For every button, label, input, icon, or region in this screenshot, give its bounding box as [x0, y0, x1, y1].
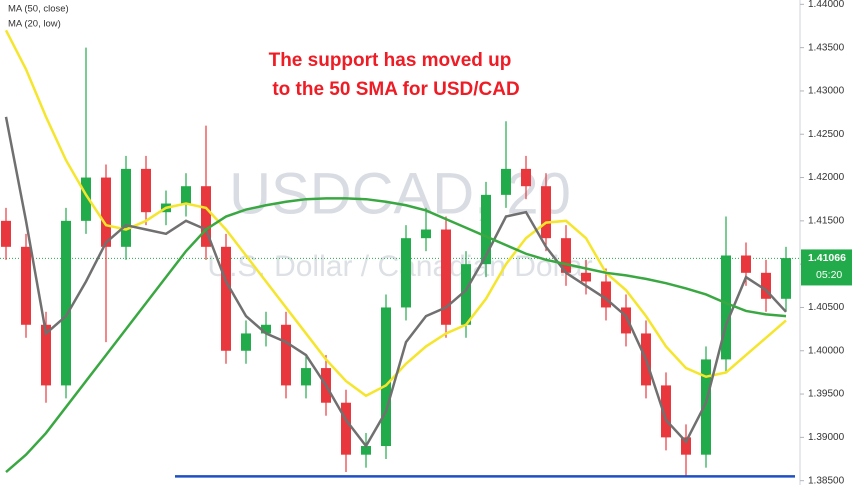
- candle-body: [401, 238, 411, 308]
- candle-body: [1, 220, 11, 247]
- legend-label: MA (50, close): [8, 4, 69, 15]
- candle-body: [761, 272, 771, 299]
- annotation: to the 50 SMA for USD/CAD: [272, 79, 519, 100]
- candle-body: [341, 402, 351, 455]
- y-tick-label: 1.43500: [808, 42, 845, 53]
- y-tick-label: 1.40000: [808, 345, 845, 356]
- candle-body: [701, 359, 711, 455]
- candle-body: [41, 324, 51, 386]
- plot: [0, 29, 800, 477]
- y-tick-label: 1.44000: [808, 0, 845, 10]
- candle-body: [201, 186, 211, 247]
- candle-body: [721, 255, 731, 360]
- ma-line: [4, 116, 787, 449]
- candle-body: [461, 264, 471, 325]
- y-tick-label: 1.39000: [808, 432, 845, 443]
- candle-body: [521, 168, 531, 187]
- y-tick-label: 1.38500: [808, 475, 845, 485]
- y-tick-label: 1.40500: [808, 302, 845, 313]
- candle-body: [261, 324, 271, 334]
- ma-line: [5, 197, 787, 473]
- candle-body: [621, 307, 631, 334]
- candle-body: [561, 238, 571, 273]
- candle-body: [361, 446, 371, 455]
- candle-body: [301, 368, 311, 386]
- candle-body: [121, 168, 131, 247]
- price-label: 1.41066: [808, 252, 846, 264]
- candle-body: [101, 177, 111, 247]
- candle-body: [581, 272, 591, 282]
- y-tick-label: 1.42000: [808, 172, 845, 183]
- candle-body: [181, 186, 191, 204]
- y-tick-label: 1.41500: [808, 215, 845, 226]
- candle-body: [61, 220, 71, 386]
- candle-body: [601, 281, 611, 308]
- candle-body: [21, 246, 31, 325]
- candle-body: [541, 186, 551, 239]
- candle-body: [741, 255, 751, 273]
- candle-body: [241, 333, 251, 351]
- y-tick-label: 1.43000: [808, 86, 845, 97]
- candle-body: [421, 229, 431, 239]
- watermark: USDCAD, 20: [229, 161, 571, 226]
- annotation: The support has moved up: [269, 50, 512, 71]
- candle-body: [141, 168, 151, 213]
- y-tick-label: 1.42500: [808, 129, 845, 140]
- y-tick-label: 1.39500: [808, 389, 845, 400]
- legend-label: MA (20, low): [8, 19, 61, 30]
- countdown: 05:20: [816, 269, 842, 281]
- watermark-sub: U.S. Dollar / Canadian Dollar: [207, 250, 592, 283]
- candle-body: [501, 168, 511, 195]
- candle-body: [441, 229, 451, 325]
- candle-body: [281, 324, 291, 386]
- candle-body: [681, 437, 691, 455]
- candle-body: [661, 385, 671, 438]
- candle-body: [221, 246, 231, 351]
- candle-body: [81, 177, 91, 221]
- candle-body: [481, 194, 491, 265]
- price-badge: [801, 249, 852, 286]
- candle-body: [781, 258, 791, 299]
- candle-body: [381, 307, 391, 447]
